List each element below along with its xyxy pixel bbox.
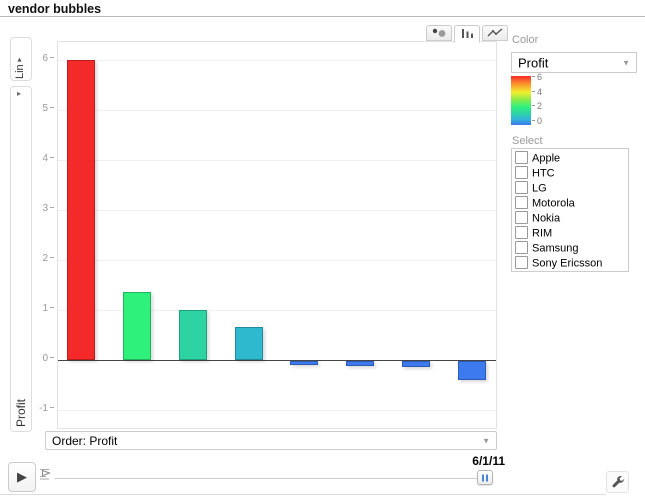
select-row-rim[interactable]: RIM [512,226,628,241]
tab-bubble-chart[interactable] [426,25,452,41]
y-axis-expand-icon: ▸ [17,89,22,98]
order-dropdown[interactable]: Order: Profit ▼ [45,431,497,450]
gridline [58,210,496,211]
color-dropdown[interactable]: Profit ▼ [511,52,637,73]
plot-area [57,41,497,429]
y-tick-label: 5 [26,103,54,114]
checkbox-label: RIM [532,227,553,240]
checkbox-label: Nokia [532,212,561,225]
select-row-lg[interactable]: LG [512,181,628,196]
vendor-select-list: Apple HTC LG Motorola Nokia RIM Samsung Sony Er… [511,148,629,272]
bar-chart-icon [462,29,473,38]
select-row-sony-ericsson[interactable]: Sony Ericsson [512,256,628,271]
y-tick-label: 1 [26,303,54,314]
checkbox-samsung[interactable] [515,241,528,254]
y-scale-arrow-icon: ▾ [15,55,24,65]
title-divider [0,16,645,17]
bar-1[interactable] [123,292,151,360]
y-tick-label: 0 [26,353,54,364]
select-row-apple[interactable]: Apple [512,151,628,166]
bottom-divider [0,494,606,495]
bar-2[interactable] [179,310,207,360]
select-panel-label: Select [512,135,543,147]
checkbox-rim[interactable] [515,226,528,239]
select-row-samsung[interactable]: Samsung [512,241,628,256]
legend-tick-label: 0 [532,116,542,126]
gridline [58,160,496,161]
y-tick-label: 3 [26,203,54,214]
zero-line [58,360,496,361]
y-scale-label: Lin [14,64,26,79]
color-panel-label: Color [512,34,539,46]
page-title: vendor bubbles [8,2,102,16]
checkbox-label: Motorola [532,197,575,210]
line-chart-icon [487,28,503,37]
color-legend-gradient [511,76,531,125]
select-row-htc[interactable]: HTC [512,166,628,181]
gridline [58,60,496,61]
pause-icon [482,474,488,481]
select-row-nokia[interactable]: Nokia [512,211,628,226]
tab-line-chart[interactable] [482,25,508,41]
checkbox-lg[interactable] [515,181,528,194]
checkbox-label: Samsung [532,242,579,255]
bar-7[interactable] [458,361,486,380]
checkbox-label: LG [532,182,547,195]
timeline-slider-thumb[interactable] [477,470,493,485]
bubble-chart-icon [432,28,446,37]
y-tick-label: -1 [26,403,54,414]
y-axis-ticks: -1 0 1 2 3 4 5 6 [26,41,54,429]
gridline [58,110,496,111]
checkbox-motorola[interactable] [515,196,528,209]
settings-button[interactable] [606,471,629,493]
timeline-date-label: 6/1/11 [472,454,505,468]
checkbox-apple[interactable] [515,151,528,164]
bar-0[interactable] [67,60,95,360]
checkbox-sony-ericsson[interactable] [515,256,528,269]
y-tick-label: 2 [26,253,54,264]
tab-bar-chart[interactable] [454,25,480,43]
dropdown-arrow-icon: ▼ [482,436,490,445]
legend-tick-label: 6 [532,72,542,82]
gridline [58,260,496,261]
order-dropdown-value: Order: Profit [52,433,118,448]
playback-speed-icon[interactable] [38,466,53,481]
checkbox-label: Apple [532,152,561,165]
select-row-motorola[interactable]: Motorola [512,196,628,211]
checkbox-htc[interactable] [515,166,528,179]
legend-tick-label: 2 [532,101,542,111]
color-legend-ticks: 6 4 2 0 [532,72,562,126]
checkbox-label: Sony Ericsson [532,257,603,270]
checkbox-label: HTC [532,167,555,180]
color-dropdown-value: Profit [518,55,549,70]
legend-tick-label: 4 [532,87,542,97]
bar-3[interactable] [235,327,263,360]
play-button[interactable]: ▶ [8,462,36,492]
checkbox-nokia[interactable] [515,211,528,224]
wrench-icon [612,476,624,488]
y-tick-label: 4 [26,153,54,164]
bar-6[interactable] [402,361,430,367]
bar-4[interactable] [290,361,318,365]
gridline [58,310,496,311]
gridline [58,410,496,411]
timeline-slider-track[interactable] [55,478,478,479]
y-tick-label: 6 [26,53,54,64]
play-icon: ▶ [17,469,27,484]
dropdown-arrow-icon: ▼ [622,58,630,67]
bar-5[interactable] [346,361,374,366]
